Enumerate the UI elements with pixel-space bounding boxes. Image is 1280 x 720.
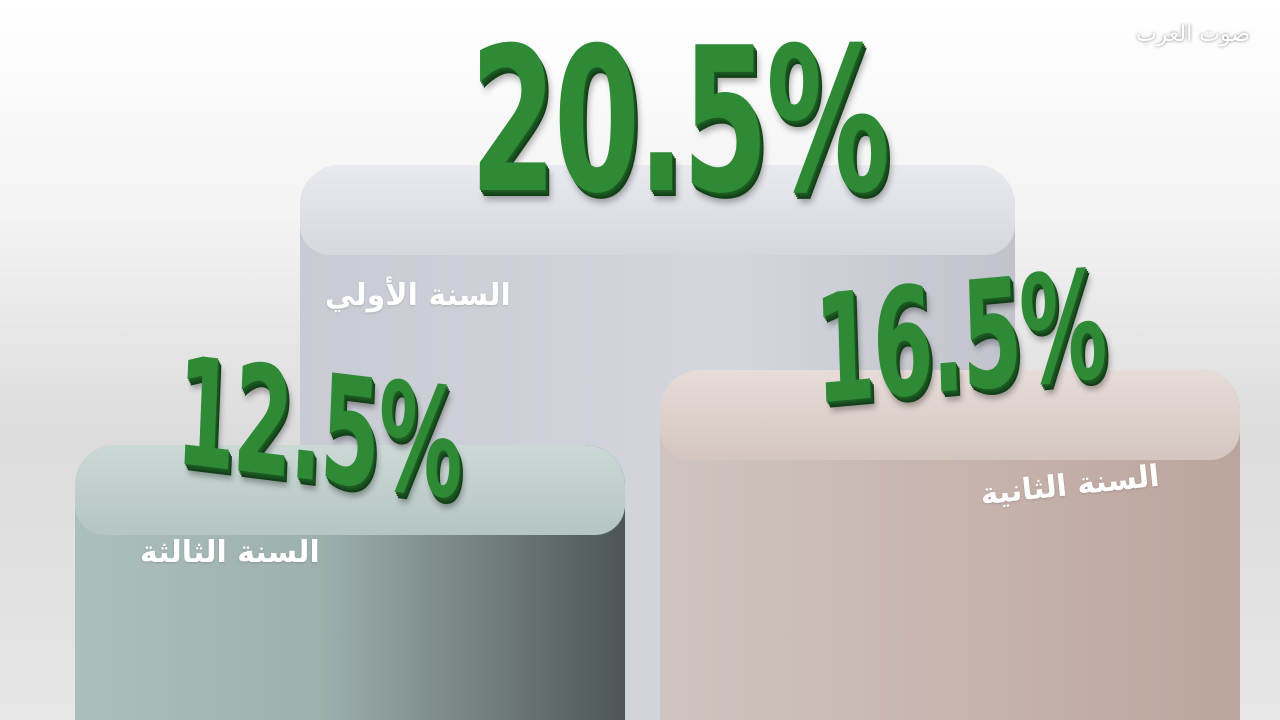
podium-label: السنة الأولي	[325, 278, 511, 313]
podium-value: 16.5%	[812, 238, 1108, 439]
podium-third	[75, 445, 625, 720]
podium-value: 12.5%	[173, 325, 465, 534]
podium-label: السنة الثالثة	[140, 535, 320, 570]
podium-value: 20.5%	[470, 5, 890, 238]
podium-second	[660, 370, 1240, 720]
brand-logo: صوت العرب	[1135, 22, 1250, 47]
